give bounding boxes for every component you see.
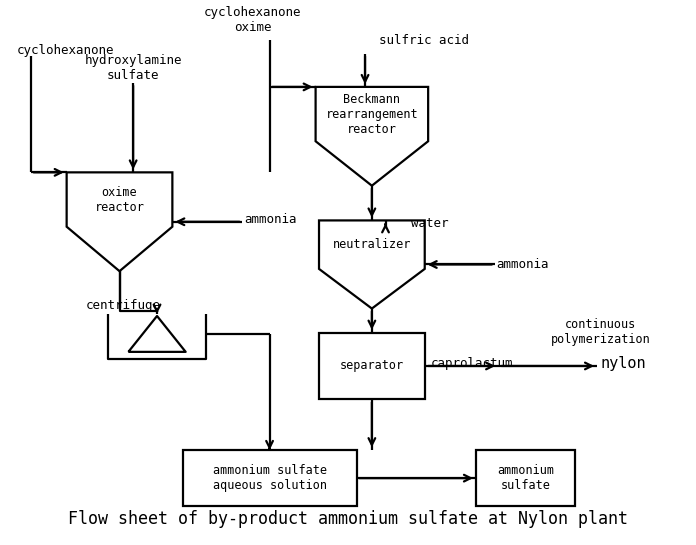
Text: Flow sheet of by-product ammonium sulfate at Nylon plant: Flow sheet of by-product ammonium sulfat… xyxy=(68,510,628,528)
Text: caprolactum: caprolactum xyxy=(432,357,514,370)
Text: cyclohexanone
oxime: cyclohexanone oxime xyxy=(204,7,301,34)
Text: ammonia: ammonia xyxy=(497,258,549,271)
Text: oxime
reactor: oxime reactor xyxy=(95,185,145,214)
Text: ammonium sulfate
aqueous solution: ammonium sulfate aqueous solution xyxy=(212,464,326,492)
Text: centrifuge: centrifuge xyxy=(86,299,160,312)
Text: sulfric acid: sulfric acid xyxy=(379,34,469,47)
Text: cyclohexanone: cyclohexanone xyxy=(17,44,115,57)
Text: separator: separator xyxy=(340,360,404,372)
Text: Beckmann
rearrangement
reactor: Beckmann rearrangement reactor xyxy=(326,93,418,136)
Text: ammonium
sulfate: ammonium sulfate xyxy=(497,464,554,492)
Bar xyxy=(319,332,425,399)
Text: continuous
polymerization: continuous polymerization xyxy=(551,318,650,346)
Bar xyxy=(476,450,575,506)
Text: nylon: nylon xyxy=(601,356,646,371)
Text: water: water xyxy=(411,217,448,230)
Text: ammonia: ammonia xyxy=(244,213,296,226)
Bar xyxy=(182,450,356,506)
Text: neutralizer: neutralizer xyxy=(333,238,411,251)
Text: hydroxylamine
sulfate: hydroxylamine sulfate xyxy=(84,54,182,82)
